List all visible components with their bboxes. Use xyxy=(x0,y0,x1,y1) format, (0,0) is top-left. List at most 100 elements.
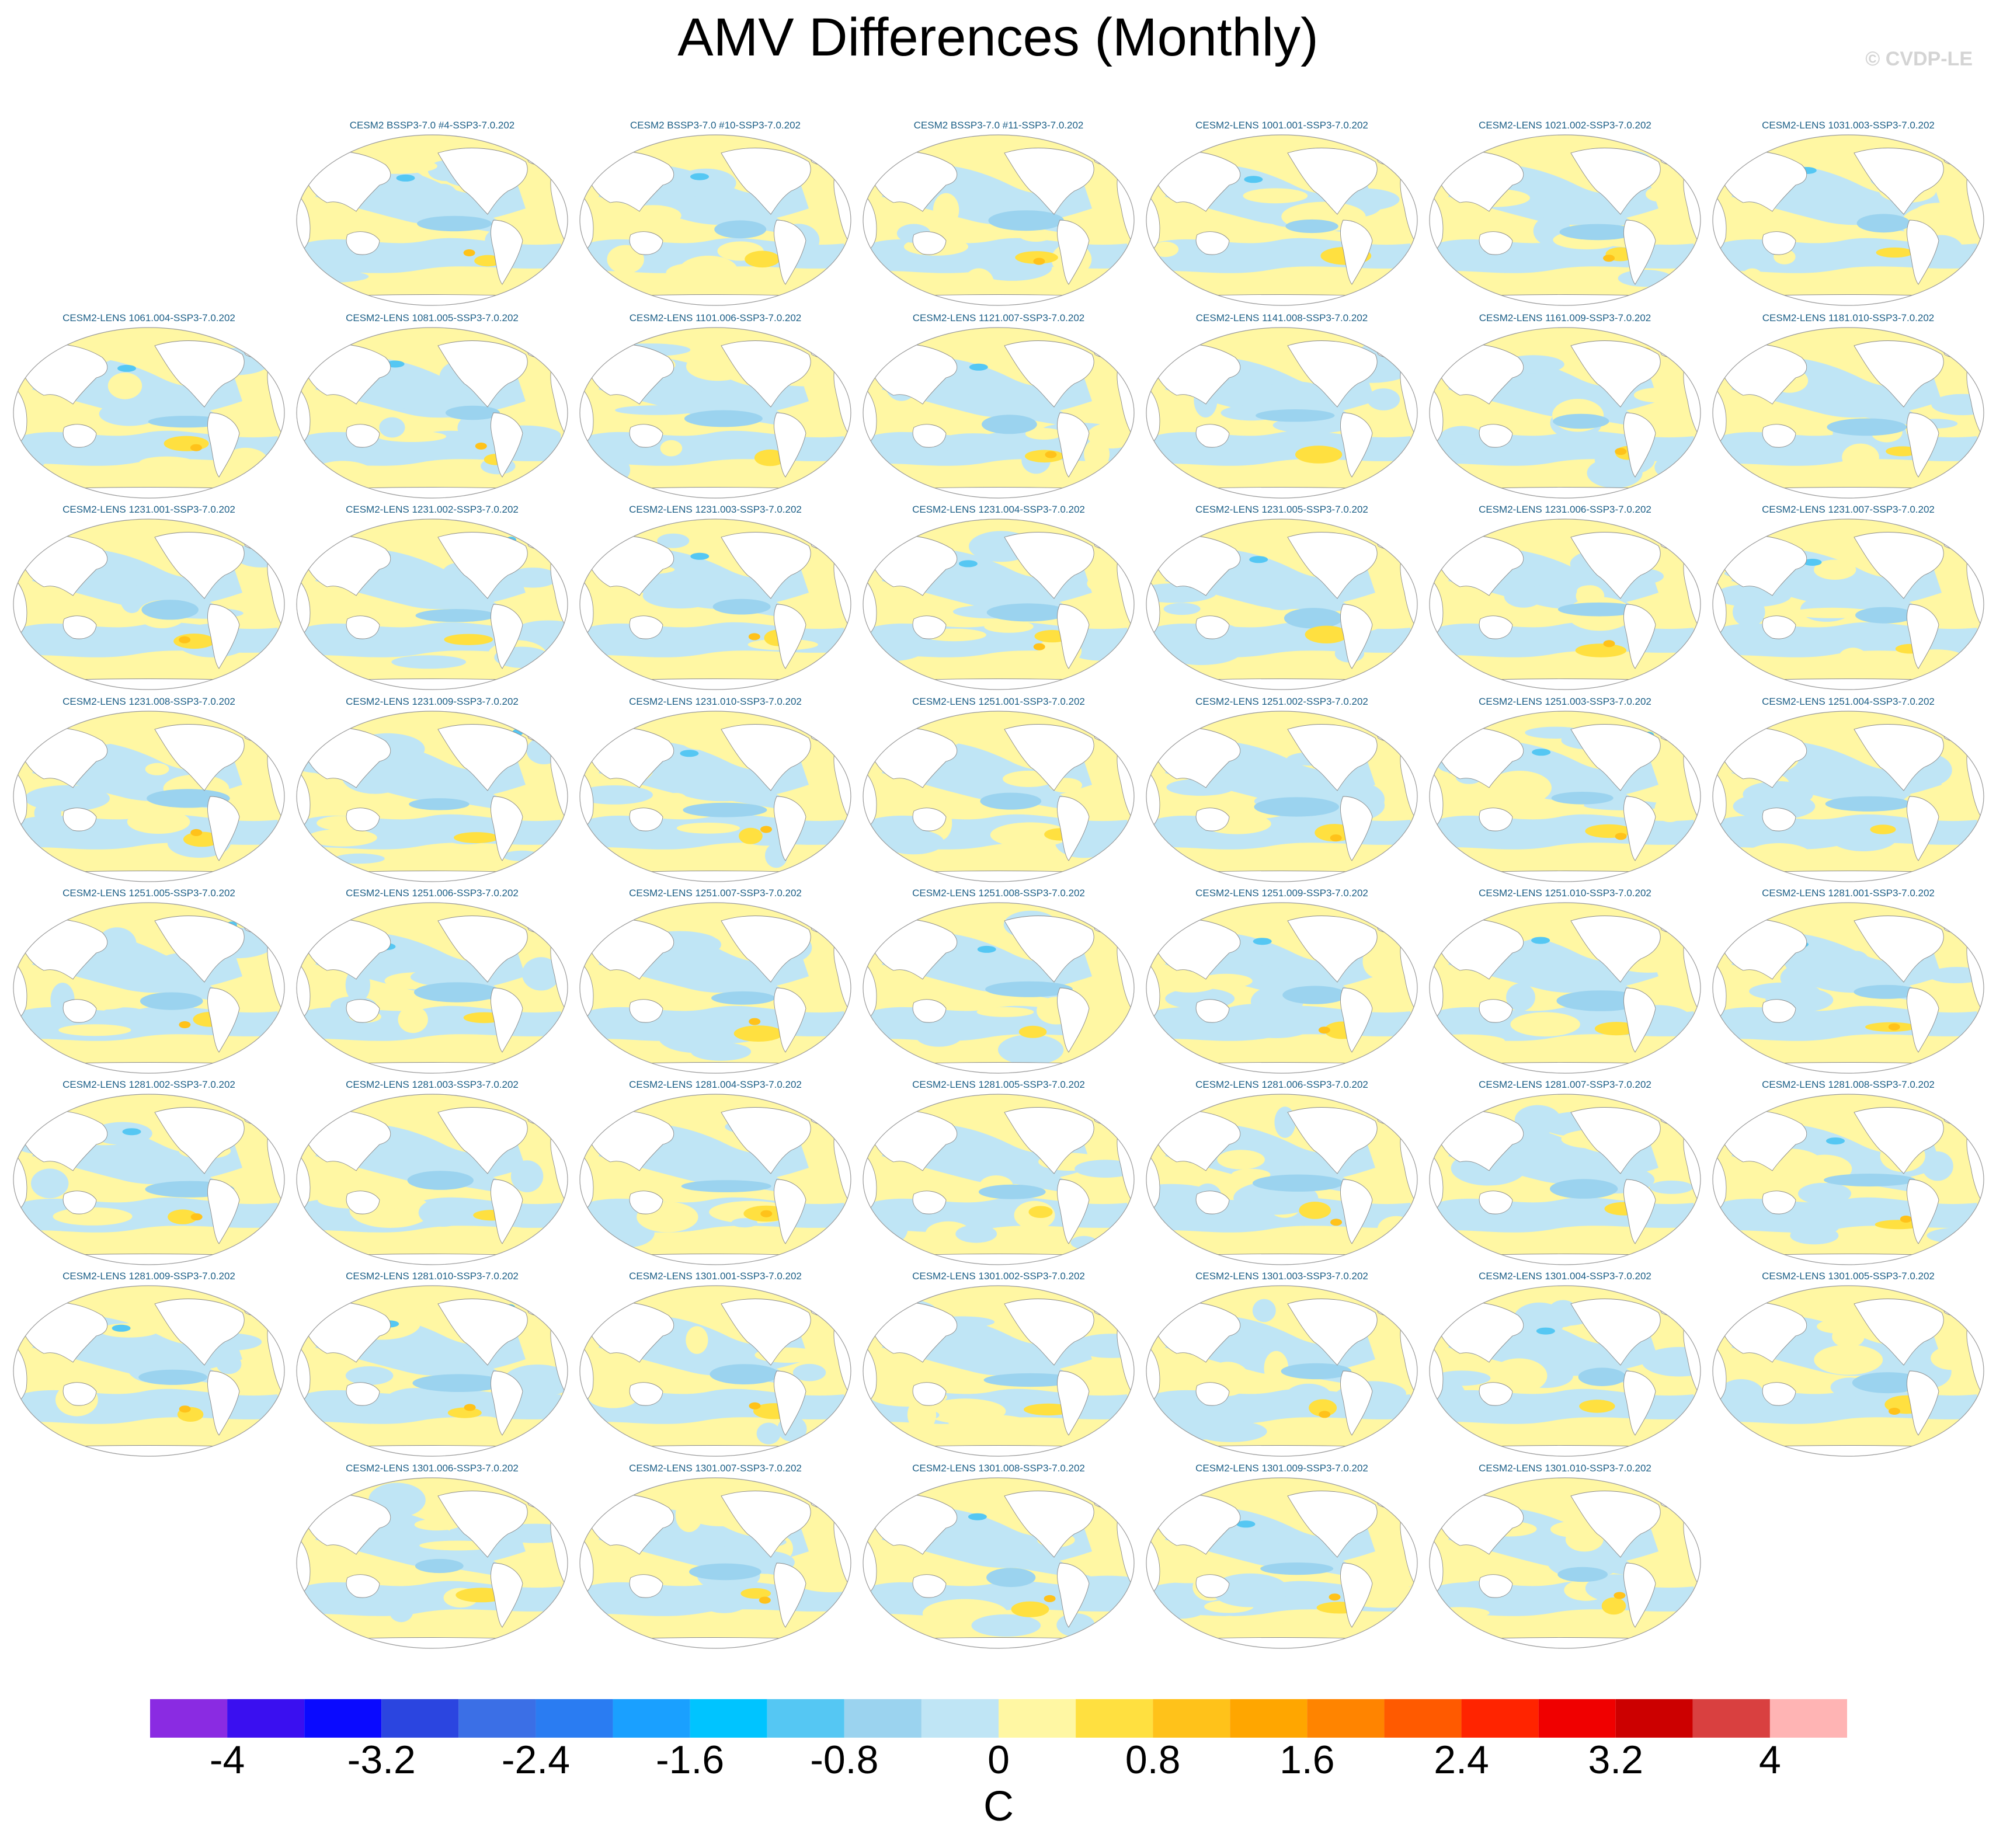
map-panel: CESM2-LENS 1301.009-SSP3-7.0.202 xyxy=(1142,1463,1422,1652)
panel-title: CESM2-LENS 1281.008-SSP3-7.0.202 xyxy=(1762,1079,1935,1090)
map-panel: CESM2-LENS 1281.005-SSP3-7.0.202 xyxy=(858,1079,1139,1269)
map-panel: CESM2-LENS 1121.007-SSP3-7.0.202 xyxy=(858,312,1139,502)
colorbar-tick-label: -4 xyxy=(210,1738,245,1782)
map-svg xyxy=(296,1477,568,1649)
map-svg xyxy=(13,518,285,690)
panel-title: CESM2-LENS 1101.006-SSP3-7.0.202 xyxy=(629,312,802,323)
colorbar-swatch xyxy=(767,1699,844,1738)
map-panel: CESM2-LENS 1161.009-SSP3-7.0.202 xyxy=(1425,312,1705,502)
map-panel: CESM2-LENS 1281.006-SSP3-7.0.202 xyxy=(1142,1079,1422,1269)
map-panel: CESM2-LENS 1231.005-SSP3-7.0.202 xyxy=(1142,504,1422,694)
map-panel: CESM2-LENS 1231.004-SSP3-7.0.202 xyxy=(858,504,1139,694)
panel-title: CESM2-LENS 1251.010-SSP3-7.0.202 xyxy=(1479,888,1651,899)
panel-title: CESM2-LENS 1281.004-SSP3-7.0.202 xyxy=(629,1079,802,1090)
map-panel: CESM2-LENS 1251.007-SSP3-7.0.202 xyxy=(575,888,856,1077)
map-panel: CESM2-LENS 1181.010-SSP3-7.0.202 xyxy=(1708,312,1988,502)
colorbar-swatch xyxy=(1538,1699,1616,1738)
colorbar-swatch xyxy=(999,1699,1076,1738)
map-svg xyxy=(863,1094,1135,1265)
panel-title: CESM2-LENS 1231.006-SSP3-7.0.202 xyxy=(1479,504,1651,515)
map-svg xyxy=(1429,134,1701,306)
panel-title: CESM2-LENS 1251.002-SSP3-7.0.202 xyxy=(1195,696,1368,707)
panel-title: CESM2-LENS 1081.005-SSP3-7.0.202 xyxy=(346,312,519,323)
map-svg xyxy=(1712,327,1984,499)
panel-title: CESM2-LENS 1231.007-SSP3-7.0.202 xyxy=(1762,504,1935,515)
colorbar: -4 -3.2 -2.4 -1.6 -0.8 0 0.8 1.6 2.4 3.2 4 C xyxy=(0,1682,1996,1848)
map-panel: CESM2-LENS 1281.007-SSP3-7.0.202 xyxy=(1425,1079,1705,1269)
map-svg xyxy=(1146,1477,1418,1649)
map-svg xyxy=(296,1094,568,1265)
panel-title: CESM2-LENS 1161.009-SSP3-7.0.202 xyxy=(1479,312,1651,323)
map-svg xyxy=(1712,1094,1984,1265)
panel-title: CESM2-LENS 1251.004-SSP3-7.0.202 xyxy=(1762,696,1935,707)
map-svg xyxy=(1712,902,1984,1074)
colorbar-swatch xyxy=(458,1699,536,1738)
map-panel: CESM2-LENS 1301.006-SSP3-7.0.202 xyxy=(292,1463,572,1652)
colorbar-swatch xyxy=(1230,1699,1308,1738)
panel-grid: CESM2 BSSP3-7.0 #4-SSP3-7.0.202 CESM2 BSS… xyxy=(9,120,1988,1652)
map-svg xyxy=(863,1285,1135,1457)
panel-title: CESM2-LENS 1281.009-SSP3-7.0.202 xyxy=(62,1271,235,1282)
colorbar-tick-label: 0.8 xyxy=(1125,1738,1181,1782)
colorbar-swatch xyxy=(150,1699,228,1738)
map-svg xyxy=(13,711,285,882)
map-panel: CESM2-LENS 1251.010-SSP3-7.0.202 xyxy=(1425,888,1705,1077)
panel-title: CESM2-LENS 1231.002-SSP3-7.0.202 xyxy=(346,504,519,515)
map-panel: CESM2-LENS 1301.010-SSP3-7.0.202 xyxy=(1425,1463,1705,1652)
map-svg xyxy=(1712,1285,1984,1457)
panel-title: CESM2-LENS 1301.005-SSP3-7.0.202 xyxy=(1762,1271,1935,1282)
map-panel: CESM2-LENS 1301.008-SSP3-7.0.202 xyxy=(858,1463,1139,1652)
map-svg xyxy=(1146,1285,1418,1457)
map-panel: CESM2 BSSP3-7.0 #11-SSP3-7.0.202 xyxy=(858,120,1139,309)
panel-title: CESM2-LENS 1031.003-SSP3-7.0.202 xyxy=(1762,120,1935,131)
colorbar-swatch xyxy=(1307,1699,1385,1738)
map-svg xyxy=(1146,902,1418,1074)
map-svg xyxy=(1429,711,1701,882)
map-svg xyxy=(1429,902,1701,1074)
map-svg xyxy=(1146,1094,1418,1265)
map-svg xyxy=(863,1477,1135,1649)
panel-title: CESM2 BSSP3-7.0 #10-SSP3-7.0.202 xyxy=(630,120,801,131)
map-svg xyxy=(1146,134,1418,306)
map-svg xyxy=(13,327,285,499)
map-panel: CESM2-LENS 1301.007-SSP3-7.0.202 xyxy=(575,1463,856,1652)
panel-title: CESM2-LENS 1301.009-SSP3-7.0.202 xyxy=(1195,1463,1368,1474)
panel-title: CESM2-LENS 1301.001-SSP3-7.0.202 xyxy=(629,1271,802,1282)
panel-title: CESM2-LENS 1251.005-SSP3-7.0.202 xyxy=(62,888,235,899)
map-svg xyxy=(1146,327,1418,499)
map-panel: CESM2-LENS 1281.008-SSP3-7.0.202 xyxy=(1708,1079,1988,1269)
map-panel: CESM2-LENS 1251.006-SSP3-7.0.202 xyxy=(292,888,572,1077)
map-panel: CESM2 BSSP3-7.0 #10-SSP3-7.0.202 xyxy=(575,120,856,309)
map-svg xyxy=(13,1285,285,1457)
colorbar-tick-label: -0.8 xyxy=(810,1738,878,1782)
map-panel: CESM2-LENS 1231.010-SSP3-7.0.202 xyxy=(575,696,856,886)
map-svg xyxy=(579,1477,851,1649)
map-svg xyxy=(1712,711,1984,882)
map-svg xyxy=(1429,518,1701,690)
map-panel: CESM2-LENS 1281.001-SSP3-7.0.202 xyxy=(1708,888,1988,1077)
panel-title: CESM2-LENS 1001.001-SSP3-7.0.202 xyxy=(1195,120,1368,131)
colorbar-swatch xyxy=(304,1699,382,1738)
colorbar-tick-label: -3.2 xyxy=(347,1738,416,1782)
map-panel: CESM2-LENS 1301.004-SSP3-7.0.202 xyxy=(1425,1271,1705,1460)
map-panel: CESM2-LENS 1251.009-SSP3-7.0.202 xyxy=(1142,888,1422,1077)
map-svg xyxy=(579,518,851,690)
map-panel: CESM2-LENS 1251.001-SSP3-7.0.202 xyxy=(858,696,1139,886)
map-panel: CESM2-LENS 1231.001-SSP3-7.0.202 xyxy=(9,504,289,694)
panel-title: CESM2-LENS 1181.010-SSP3-7.0.202 xyxy=(1762,312,1935,323)
map-svg xyxy=(863,327,1135,499)
colorbar-tick-label: 1.6 xyxy=(1279,1738,1335,1782)
colorbar-swatch xyxy=(1153,1699,1230,1738)
map-svg xyxy=(579,327,851,499)
map-panel: CESM2-LENS 1251.005-SSP3-7.0.202 xyxy=(9,888,289,1077)
colorbar-swatch xyxy=(613,1699,690,1738)
colorbar-swatch xyxy=(1692,1699,1770,1738)
map-panel: CESM2-LENS 1281.003-SSP3-7.0.202 xyxy=(292,1079,572,1269)
map-svg xyxy=(863,902,1135,1074)
colorbar-tick-label: -1.6 xyxy=(656,1738,724,1782)
panel-title: CESM2-LENS 1301.002-SSP3-7.0.202 xyxy=(912,1271,1085,1282)
panel-title: CESM2-LENS 1281.002-SSP3-7.0.202 xyxy=(62,1079,235,1090)
map-svg xyxy=(13,1094,285,1265)
map-svg xyxy=(296,1285,568,1457)
map-svg xyxy=(1146,711,1418,882)
